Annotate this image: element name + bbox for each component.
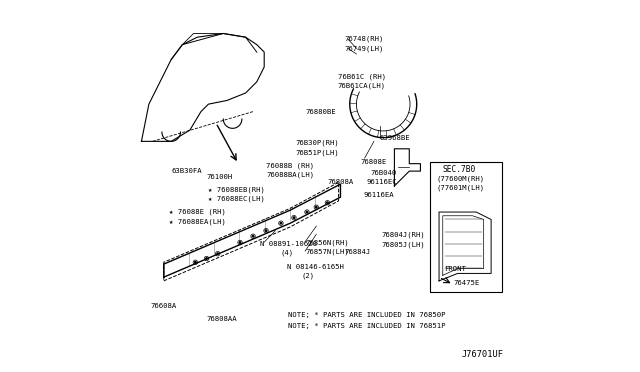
Text: (77601M(LH): (77601M(LH): [436, 185, 484, 191]
Text: 76749(LH): 76749(LH): [344, 45, 383, 52]
Text: 63968BE: 63968BE: [380, 135, 410, 141]
Text: (2): (2): [301, 273, 314, 279]
Text: 76856N(RH): 76856N(RH): [305, 239, 349, 246]
Text: (77600M(RH): (77600M(RH): [436, 175, 484, 182]
Text: ★ 76088E (RH): ★ 76088E (RH): [170, 209, 226, 215]
Text: 63B30FA: 63B30FA: [172, 168, 202, 174]
Circle shape: [326, 202, 328, 203]
Text: 76475E: 76475E: [453, 280, 479, 286]
Circle shape: [293, 217, 294, 218]
Text: 76B040: 76B040: [370, 170, 396, 176]
Text: NOTE; * PARTS ARE INCLUDED IN 76850P: NOTE; * PARTS ARE INCLUDED IN 76850P: [289, 312, 446, 318]
Text: 76880BE: 76880BE: [305, 109, 336, 115]
Text: 76804J(RH): 76804J(RH): [381, 232, 425, 238]
Bar: [429, 162, 502, 292]
Text: 76088B (RH): 76088B (RH): [266, 162, 314, 169]
Text: 76808E: 76808E: [361, 159, 387, 165]
Text: (4): (4): [281, 250, 294, 256]
Text: 76884J: 76884J: [344, 249, 371, 255]
Text: ★ 76088EB(RH): ★ 76088EB(RH): [209, 186, 265, 193]
Text: NOTE; * PARTS ARE INCLUDED IN 76851P: NOTE; * PARTS ARE INCLUDED IN 76851P: [289, 323, 446, 328]
Text: FRONT: FRONT: [445, 266, 467, 272]
Circle shape: [239, 242, 241, 243]
Text: 76748(RH): 76748(RH): [344, 36, 383, 42]
Text: 76857N(LH): 76857N(LH): [305, 248, 349, 255]
Text: 76608A: 76608A: [151, 303, 177, 309]
Text: 76B30P(RH): 76B30P(RH): [296, 140, 340, 147]
Text: 76805J(LH): 76805J(LH): [381, 241, 425, 248]
Text: SEC.7B0: SEC.7B0: [443, 165, 476, 174]
Text: N 08891-1062G: N 08891-1062G: [260, 241, 317, 247]
Text: 76B51P(LH): 76B51P(LH): [296, 149, 340, 156]
Text: 96116EA: 96116EA: [364, 192, 394, 198]
Text: 76808AA: 76808AA: [207, 316, 237, 322]
Circle shape: [206, 258, 207, 259]
Circle shape: [217, 253, 218, 254]
Text: 76100H: 76100H: [207, 174, 233, 180]
Text: ★ 76088EC(LH): ★ 76088EC(LH): [209, 196, 265, 202]
Circle shape: [195, 262, 196, 263]
Text: 76088BA(LH): 76088BA(LH): [266, 171, 314, 178]
Circle shape: [252, 235, 254, 237]
Text: ★ 76088EA(LH): ★ 76088EA(LH): [170, 218, 226, 225]
Text: 96116EC: 96116EC: [367, 179, 397, 185]
Circle shape: [316, 206, 317, 208]
Text: N 08146-6165H: N 08146-6165H: [287, 264, 344, 270]
Text: J76701UF: J76701UF: [461, 350, 503, 359]
Circle shape: [306, 211, 308, 213]
Circle shape: [266, 230, 267, 231]
Circle shape: [280, 222, 282, 224]
Text: 76808A: 76808A: [328, 179, 354, 185]
Text: 76B61C (RH): 76B61C (RH): [338, 73, 386, 80]
Text: 76B61CA(LH): 76B61CA(LH): [338, 82, 386, 89]
